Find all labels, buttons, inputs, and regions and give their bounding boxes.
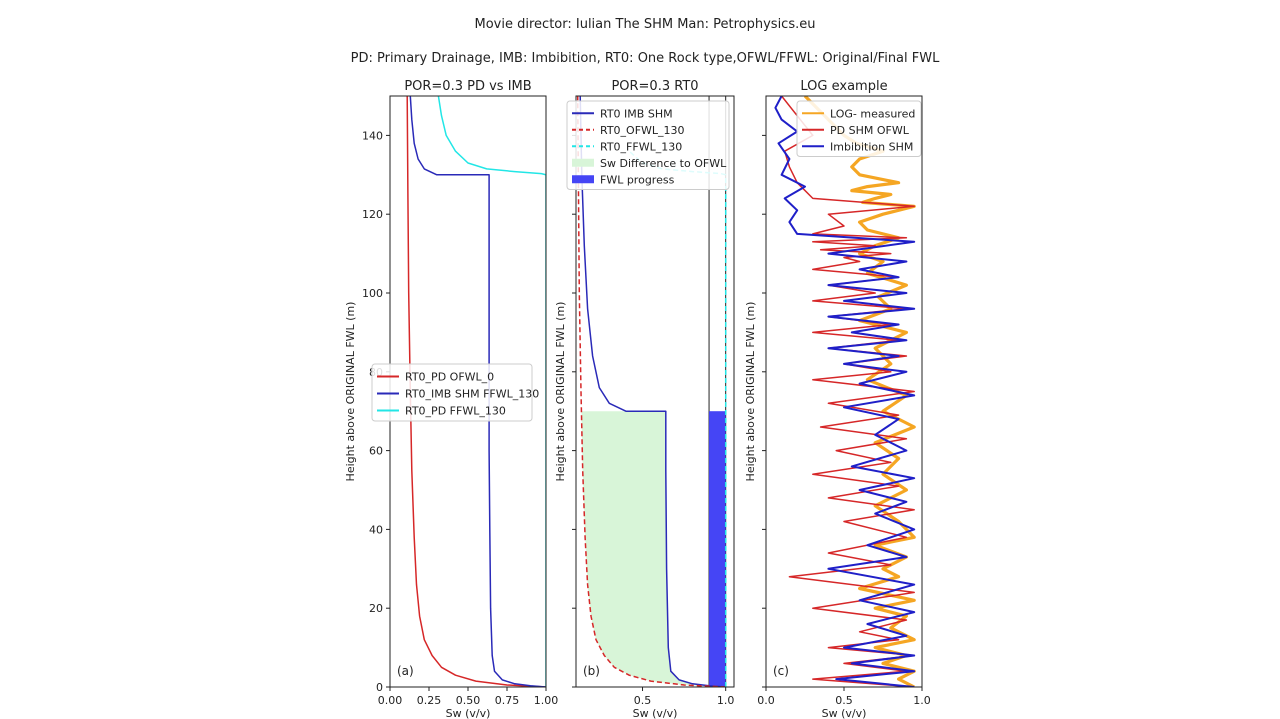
x-tick-label: 0.5 [634, 694, 652, 707]
series-line-0 [406, 96, 546, 687]
panel-title: POR=0.3 PD vs IMB [404, 79, 531, 94]
x-tick-label: 1.0 [913, 694, 931, 707]
legend-entry: LOG- measured [830, 107, 915, 120]
panel-c: 0.0 0.5 1.0 LOG example Sw (v/v) Height above… [744, 79, 931, 719]
legend-swatch [572, 158, 594, 167]
x-tick-label: 0.75 [495, 694, 520, 707]
y-axis-label: Height above ORIGINAL FWL (m) [744, 302, 757, 482]
y-tick-label: 0 [376, 681, 383, 694]
x-tick-label: 1.0 [717, 694, 735, 707]
legend-swatch [572, 175, 594, 184]
legend-entry: RT0_PD FFWL_130 [405, 405, 506, 418]
y-tick-label: 140 [362, 129, 383, 142]
x-tick-label: 0.50 [456, 694, 481, 707]
y-tick-label: 60 [369, 445, 383, 458]
series-line-0 [579, 96, 726, 687]
panel-a: 0.000.250.500.751.00020406080100120140PO… [344, 79, 558, 719]
x-tick-label: 0.25 [417, 694, 442, 707]
figure-title: Movie director: Iulian The SHM Man: Petr… [475, 17, 816, 32]
panel-title: POR=0.3 RT0 [611, 79, 698, 94]
panel-label: (b) [583, 664, 600, 678]
series-line-2 [774, 96, 916, 687]
sw-difference-fill [581, 411, 726, 687]
legend-entry: Sw Difference to OFWL [600, 157, 727, 170]
x-tick-label: 0.5 [835, 694, 853, 707]
fwl-progress-bar [709, 411, 726, 687]
legend-box [371, 363, 533, 422]
y-tick-label: 20 [369, 602, 383, 615]
x-tick-label: 0.00 [378, 694, 403, 707]
panel-label: (c) [773, 664, 789, 678]
legend-entry: Imbibition SHM [830, 140, 913, 153]
y-tick-label: 40 [369, 523, 383, 536]
series-line-1 [576, 96, 726, 687]
panel-title: LOG example [800, 79, 887, 94]
y-tick-label: 100 [362, 287, 383, 300]
legend-entry: RT0 IMB SHM [600, 107, 673, 120]
legend-entry: PD SHM OFWL [830, 124, 910, 137]
x-axis-label: Sw (v/v) [633, 707, 678, 719]
legend-entry: RT0_FFWL_130 [600, 140, 682, 153]
panel-label: (a) [397, 664, 414, 678]
legend-box [796, 100, 922, 157]
y-axis-label: Height above ORIGINAL FWL (m) [554, 302, 567, 482]
plot-area [774, 96, 916, 687]
x-axis-label: Sw (v/v) [446, 707, 491, 719]
legend-entry: RT0_PD OFWL_0 [405, 371, 494, 384]
series-line-2 [437, 96, 546, 687]
legend-entry: RT0_IMB SHM FFWL_130 [405, 388, 539, 401]
y-axis-label: Height above ORIGINAL FWL (m) [344, 302, 357, 482]
legend-entry: RT0_OFWL_130 [600, 124, 685, 137]
legend-entry: FWL progress [600, 173, 675, 186]
figure-subtitle: PD: Primary Drainage, IMB: Imbibition, R… [351, 51, 940, 66]
x-tick-label: 1.00 [534, 694, 559, 707]
plot-area [576, 96, 727, 687]
panel-b: 0.5 1.0 POR=0.3 RT0 Sw (v/v) Height above OR… [554, 79, 735, 719]
y-tick-label: 120 [362, 208, 383, 221]
x-axis-label: Sw (v/v) [822, 707, 867, 719]
legend-box [566, 100, 730, 190]
x-tick-label: 0.0 [757, 694, 775, 707]
axes-frame [575, 95, 735, 688]
